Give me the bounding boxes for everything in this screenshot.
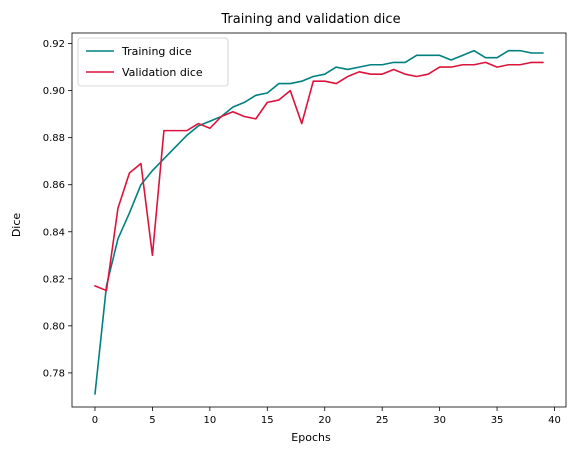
- y-tick-label: 0.82: [43, 274, 65, 285]
- legend-label: Training dice: [121, 45, 192, 58]
- y-tick-label: 0.88: [43, 133, 65, 144]
- y-tick-label: 0.92: [43, 39, 65, 50]
- legend-label: Validation dice: [122, 66, 203, 79]
- x-tick-label: 35: [491, 415, 504, 426]
- series-line-validation: [94, 61, 544, 292]
- legend: Training dice Validation dice: [77, 37, 229, 87]
- y-tick-label: 0.80: [43, 321, 65, 332]
- x-tick-label: 15: [261, 415, 274, 426]
- chart-title: Training and validation dice: [220, 12, 400, 27]
- x-tick-label: 30: [433, 415, 446, 426]
- x-tick-label: 5: [149, 415, 155, 426]
- x-axis-label: Epochs: [291, 431, 331, 444]
- x-tick-label: 40: [548, 415, 561, 426]
- y-tick-label: 0.78: [43, 368, 65, 379]
- plot-frame: [71, 32, 567, 408]
- y-axis: 0.78 0.80 0.82 0.84 0.86 0.88 0.90 0.92: [43, 39, 72, 379]
- x-tick-label: 10: [203, 415, 216, 426]
- y-axis-label: Dice: [10, 213, 23, 238]
- series-layer: [94, 49, 544, 395]
- y-tick-label: 0.90: [43, 86, 65, 97]
- y-tick-label: 0.86: [43, 180, 65, 191]
- x-tick-label: 20: [318, 415, 331, 426]
- legend-box: [77, 37, 229, 87]
- x-axis: 0 5 10 15 20 25 30 35 40: [92, 407, 561, 426]
- y-tick-label: 0.84: [43, 227, 65, 238]
- series-line-training: [94, 49, 544, 395]
- x-tick-label: 25: [376, 415, 389, 426]
- x-tick-label: 0: [92, 415, 98, 426]
- plot-area: [71, 32, 567, 408]
